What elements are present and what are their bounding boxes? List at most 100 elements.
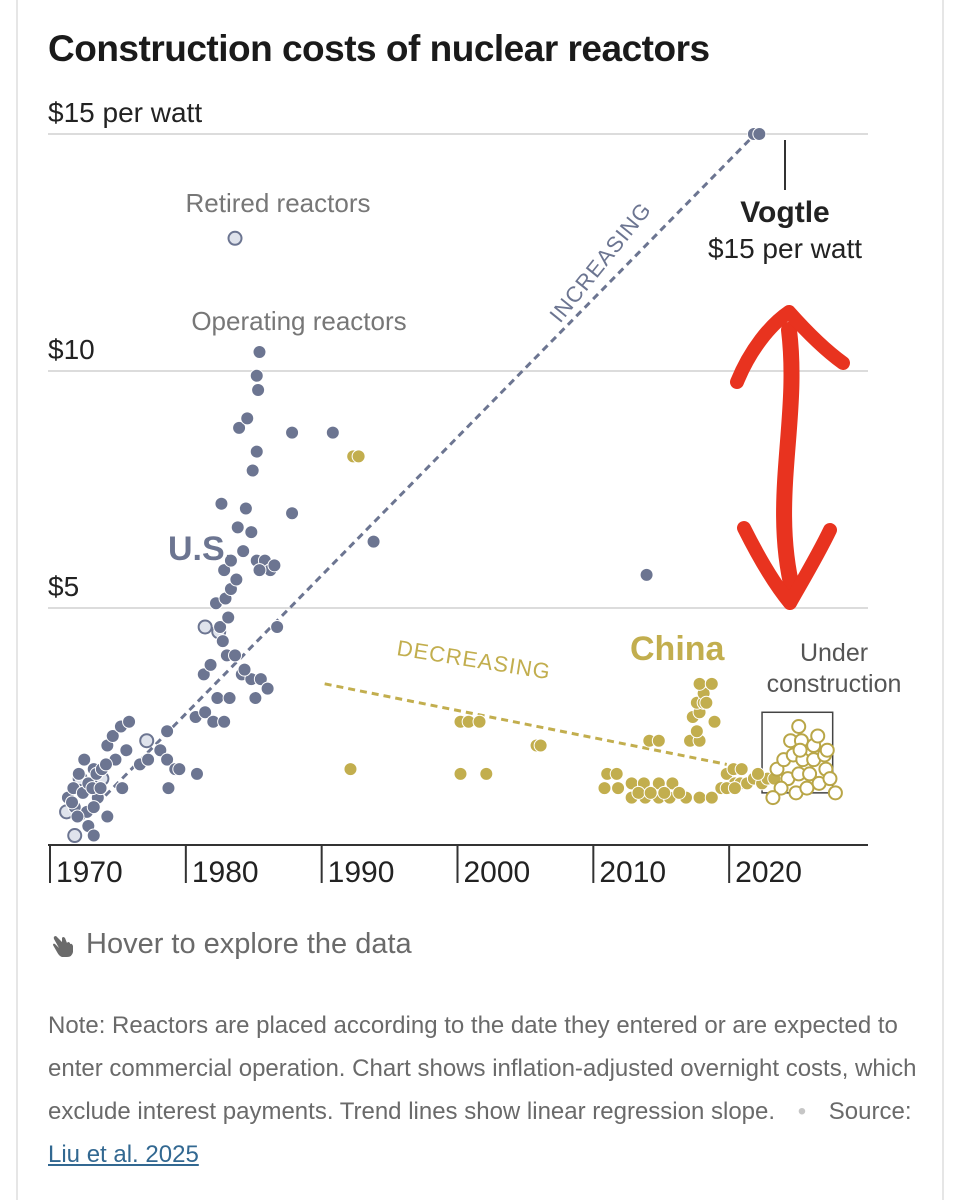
us-operating-point[interactable] — [285, 506, 300, 521]
us-operating-point[interactable] — [141, 752, 156, 767]
china-operating-point[interactable] — [704, 676, 719, 691]
us-operating-point[interactable] — [229, 572, 244, 587]
china-operating-point[interactable] — [472, 714, 487, 729]
us-operating-point[interactable] — [244, 525, 259, 540]
china-operating-point[interactable] — [699, 695, 714, 710]
us-retired-point[interactable] — [67, 828, 83, 844]
china-operating-point[interactable] — [692, 790, 707, 805]
us-operating-point[interactable] — [213, 619, 228, 634]
china-operating-point[interactable] — [479, 766, 494, 781]
us-operating-point[interactable] — [198, 705, 213, 720]
china-under-construction-point[interactable] — [799, 780, 815, 796]
us-operating-point[interactable] — [172, 762, 187, 777]
us-operating-point[interactable] — [203, 657, 218, 672]
scatter-chart[interactable]: $15 per watt $10 $5 Retired reactors Operat… — [0, 0, 962, 920]
us-operating-point[interactable] — [70, 809, 85, 824]
china-under-construction-point[interactable] — [802, 766, 818, 782]
us-operating-point[interactable] — [252, 563, 267, 578]
us-operating-point[interactable] — [285, 425, 300, 440]
china-operating-point[interactable] — [704, 790, 719, 805]
china-under-construction-point[interactable] — [822, 771, 838, 787]
us-operating-point[interactable] — [249, 444, 264, 459]
china-operating-point[interactable] — [611, 781, 626, 796]
china-under-construction-point[interactable] — [773, 780, 789, 796]
us-operating-point[interactable] — [122, 714, 137, 729]
china-operating-point[interactable] — [672, 785, 687, 800]
us-operating-point[interactable] — [98, 757, 113, 772]
us-retired-point[interactable] — [139, 733, 155, 749]
us-operating-point[interactable] — [639, 567, 654, 582]
source-link[interactable]: Liu et al. 2025 — [48, 1141, 199, 1168]
us-operating-point[interactable] — [160, 724, 175, 739]
china-operating-point[interactable] — [533, 738, 548, 753]
us-operating-point[interactable] — [236, 544, 251, 559]
china-operating-point[interactable] — [707, 714, 722, 729]
us-operating-point[interactable] — [119, 743, 134, 758]
us-operating-point[interactable] — [161, 781, 176, 796]
china-under-construction-point[interactable] — [792, 742, 808, 758]
china-under-construction-point[interactable] — [791, 719, 807, 734]
us-operating-point[interactable] — [160, 752, 175, 767]
us-operating-point[interactable] — [267, 558, 282, 573]
us-operating-point[interactable] — [245, 463, 260, 478]
china-under-construction-point[interactable] — [810, 728, 826, 744]
us-operating-point[interactable] — [100, 809, 115, 824]
us-operating-point[interactable] — [215, 634, 230, 649]
us-operating-point[interactable] — [221, 610, 236, 625]
china-operating-point[interactable] — [750, 766, 765, 781]
us-operating-point[interactable] — [223, 553, 238, 568]
us-operating-point[interactable] — [71, 766, 86, 781]
us-retired-point[interactable] — [197, 619, 213, 635]
us-operating-point[interactable] — [105, 728, 120, 743]
us-operating-point[interactable] — [153, 743, 168, 758]
us-operating-point[interactable] — [240, 411, 255, 426]
us-operating-point[interactable] — [86, 828, 101, 843]
us-operating-point[interactable] — [65, 795, 80, 810]
china-operating-point[interactable] — [689, 724, 704, 739]
china-operating-point[interactable] — [727, 781, 742, 796]
us-operating-point[interactable] — [230, 520, 245, 535]
us-operating-point[interactable] — [248, 691, 263, 706]
china-operating-point[interactable] — [665, 776, 680, 791]
us-operating-point[interactable] — [228, 648, 243, 663]
china-operating-point[interactable] — [351, 449, 366, 464]
us-operating-point[interactable] — [237, 662, 252, 677]
us-operating-point[interactable] — [214, 496, 229, 511]
us-operating-point[interactable] — [217, 714, 232, 729]
us-operating-point[interactable] — [217, 563, 232, 578]
china-operating-point[interactable] — [643, 785, 658, 800]
china-operating-point[interactable] — [631, 785, 646, 800]
us-operating-point[interactable] — [260, 681, 275, 696]
us-operating-point[interactable] — [232, 420, 247, 435]
us-retired-point[interactable] — [227, 230, 243, 246]
us-operating-point[interactable] — [252, 345, 267, 360]
us-operating-point[interactable] — [253, 672, 268, 687]
china-operating-point[interactable] — [651, 733, 666, 748]
us-operating-point[interactable] — [196, 667, 211, 682]
us-operating-point[interactable] — [222, 691, 237, 706]
china-under-construction-point[interactable] — [765, 790, 781, 806]
us-operating-point[interactable] — [270, 619, 285, 634]
china-operating-point[interactable] — [734, 762, 749, 777]
us-operating-point[interactable] — [77, 752, 92, 767]
china-operating-point[interactable] — [343, 762, 358, 777]
china-operating-point[interactable] — [657, 785, 672, 800]
us-operating-point[interactable] — [115, 781, 130, 796]
china-operating-point[interactable] — [609, 766, 624, 781]
us-operating-point[interactable] — [86, 800, 101, 815]
china-under-construction-point[interactable] — [819, 742, 835, 758]
us-operating-point[interactable] — [210, 691, 225, 706]
us-operating-point[interactable] — [238, 501, 253, 516]
us-operating-point[interactable] — [251, 382, 266, 397]
data-points[interactable] — [59, 127, 843, 844]
us-operating-point[interactable] — [752, 127, 767, 141]
us-operating-point[interactable] — [249, 368, 264, 383]
china-operating-point[interactable] — [692, 676, 707, 691]
china-operating-point[interactable] — [597, 781, 612, 796]
us-operating-point[interactable] — [189, 766, 204, 781]
china-operating-point[interactable] — [453, 766, 468, 781]
us-operating-point[interactable] — [93, 781, 108, 796]
us-operating-point[interactable] — [366, 534, 381, 549]
china-under-construction-point[interactable] — [827, 785, 843, 801]
us-operating-point[interactable] — [325, 425, 340, 440]
